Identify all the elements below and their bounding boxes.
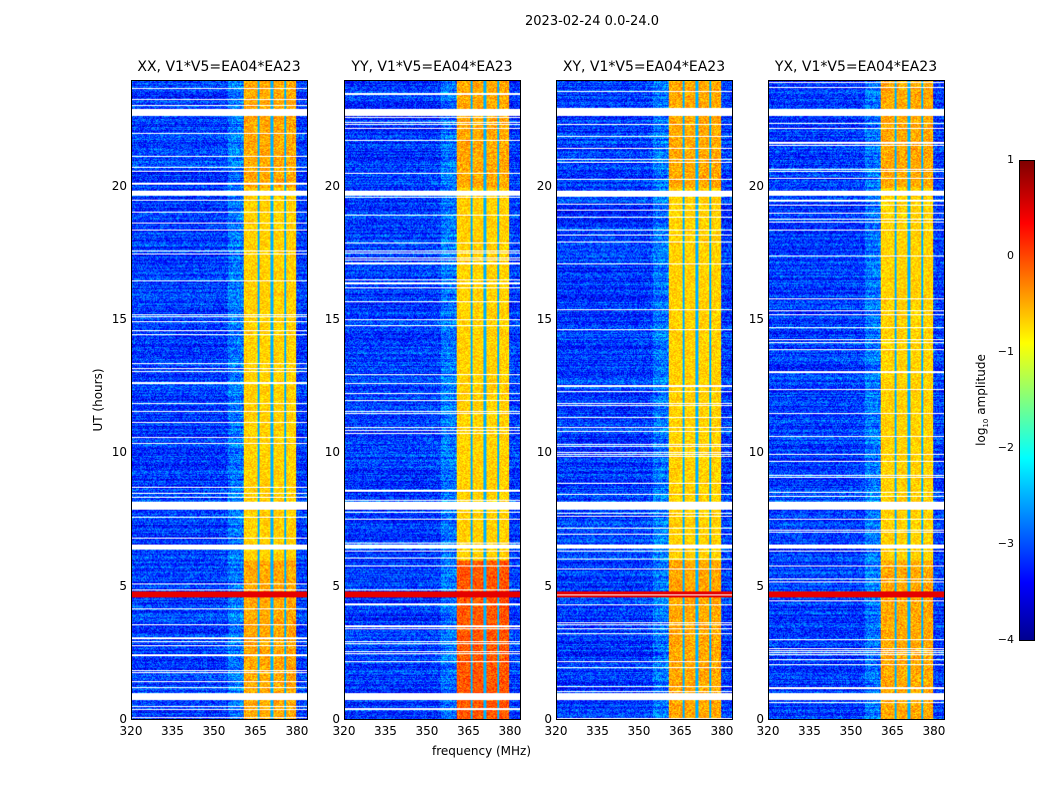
x-tick-label: 320: [544, 724, 568, 738]
colorbar-tick-label: −4: [997, 633, 1014, 646]
x-tick-label: 350: [627, 724, 651, 738]
x-tick-label: 335: [374, 724, 397, 738]
y-tick-label: 5: [756, 578, 764, 593]
x-axis-label: frequency (MHz): [432, 744, 532, 758]
y-tick-label: 0: [544, 712, 552, 726]
y-tick-label: 15: [324, 312, 340, 326]
colorbar-label-end: amplitude: [973, 354, 988, 419]
spectrogram-panel: [556, 80, 733, 720]
spectrogram-heatmap: [557, 81, 732, 719]
x-tick-label: 380: [710, 724, 734, 738]
panel-title: YY, V1*V5=EA04*EA23: [351, 59, 513, 75]
panel-title: XY, V1*V5=EA04*EA23: [562, 59, 726, 75]
spectrogram-heatmap: [345, 81, 520, 719]
y-tick-label: 15: [536, 312, 552, 326]
panel-title: YX, V1*V5=EA04*EA23: [774, 59, 938, 75]
x-tick-label: 380: [922, 724, 946, 738]
x-tick-label: 320: [756, 724, 780, 738]
colorbar-label-sub: 10: [982, 418, 991, 428]
colorbar-tick-label: 0: [1007, 249, 1014, 262]
colorbar-tick-label: −3: [997, 537, 1014, 550]
y-tick-label: 5: [119, 578, 127, 593]
y-axis-label: UT (hours): [91, 368, 105, 432]
spectrogram-heatmap: [769, 81, 944, 719]
x-tick-label: 320: [332, 724, 356, 738]
spectrogram-panel: [768, 80, 945, 720]
y-tick-label: 0: [119, 712, 127, 726]
spectrogram-heatmap: [132, 81, 307, 719]
colorbar-tick-label: 1: [1007, 153, 1014, 166]
y-tick-label: 15: [748, 312, 764, 326]
x-tick-label: 380: [285, 724, 309, 738]
x-tick-label: 335: [798, 724, 821, 738]
colorbar: [1019, 160, 1035, 641]
x-tick-label: 365: [244, 724, 267, 738]
x-tick-label: 350: [202, 724, 226, 738]
colorbar-label-main: log: [973, 427, 988, 446]
x-tick-label: 350: [839, 724, 863, 738]
spectrogram-panel: [131, 80, 308, 720]
y-tick-label: 0: [332, 712, 340, 726]
colorbar-label: log10 amplitude: [974, 354, 990, 446]
x-tick-label: 365: [669, 724, 692, 738]
y-tick-label: 10: [748, 445, 764, 460]
y-tick-label: 10: [536, 445, 552, 460]
colorbar-tick-label: −1: [997, 345, 1014, 358]
x-tick-label: 380: [498, 724, 522, 738]
figure-title: 2023-02-24 0.0-24.0: [525, 14, 659, 29]
x-tick-label: 320: [119, 724, 143, 738]
y-tick-label: 20: [536, 178, 552, 193]
y-tick-label: 20: [748, 178, 764, 193]
y-tick-label: 10: [324, 445, 340, 460]
y-tick-label: 20: [111, 178, 127, 193]
x-tick-label: 335: [586, 724, 609, 738]
x-tick-label: 350: [415, 724, 439, 738]
y-tick-label: 5: [544, 578, 552, 593]
colorbar-tick-label: −2: [997, 441, 1014, 454]
panel-title: XX, V1*V5=EA04*EA23: [137, 59, 301, 75]
x-tick-label: 365: [881, 724, 904, 738]
y-tick-label: 10: [111, 445, 127, 460]
spectrogram-panel: [344, 80, 521, 720]
x-tick-label: 365: [457, 724, 480, 738]
y-tick-label: 15: [111, 312, 127, 326]
y-tick-label: 0: [756, 712, 764, 726]
x-tick-label: 335: [161, 724, 184, 738]
y-tick-label: 5: [332, 578, 340, 593]
y-tick-label: 20: [324, 178, 340, 193]
